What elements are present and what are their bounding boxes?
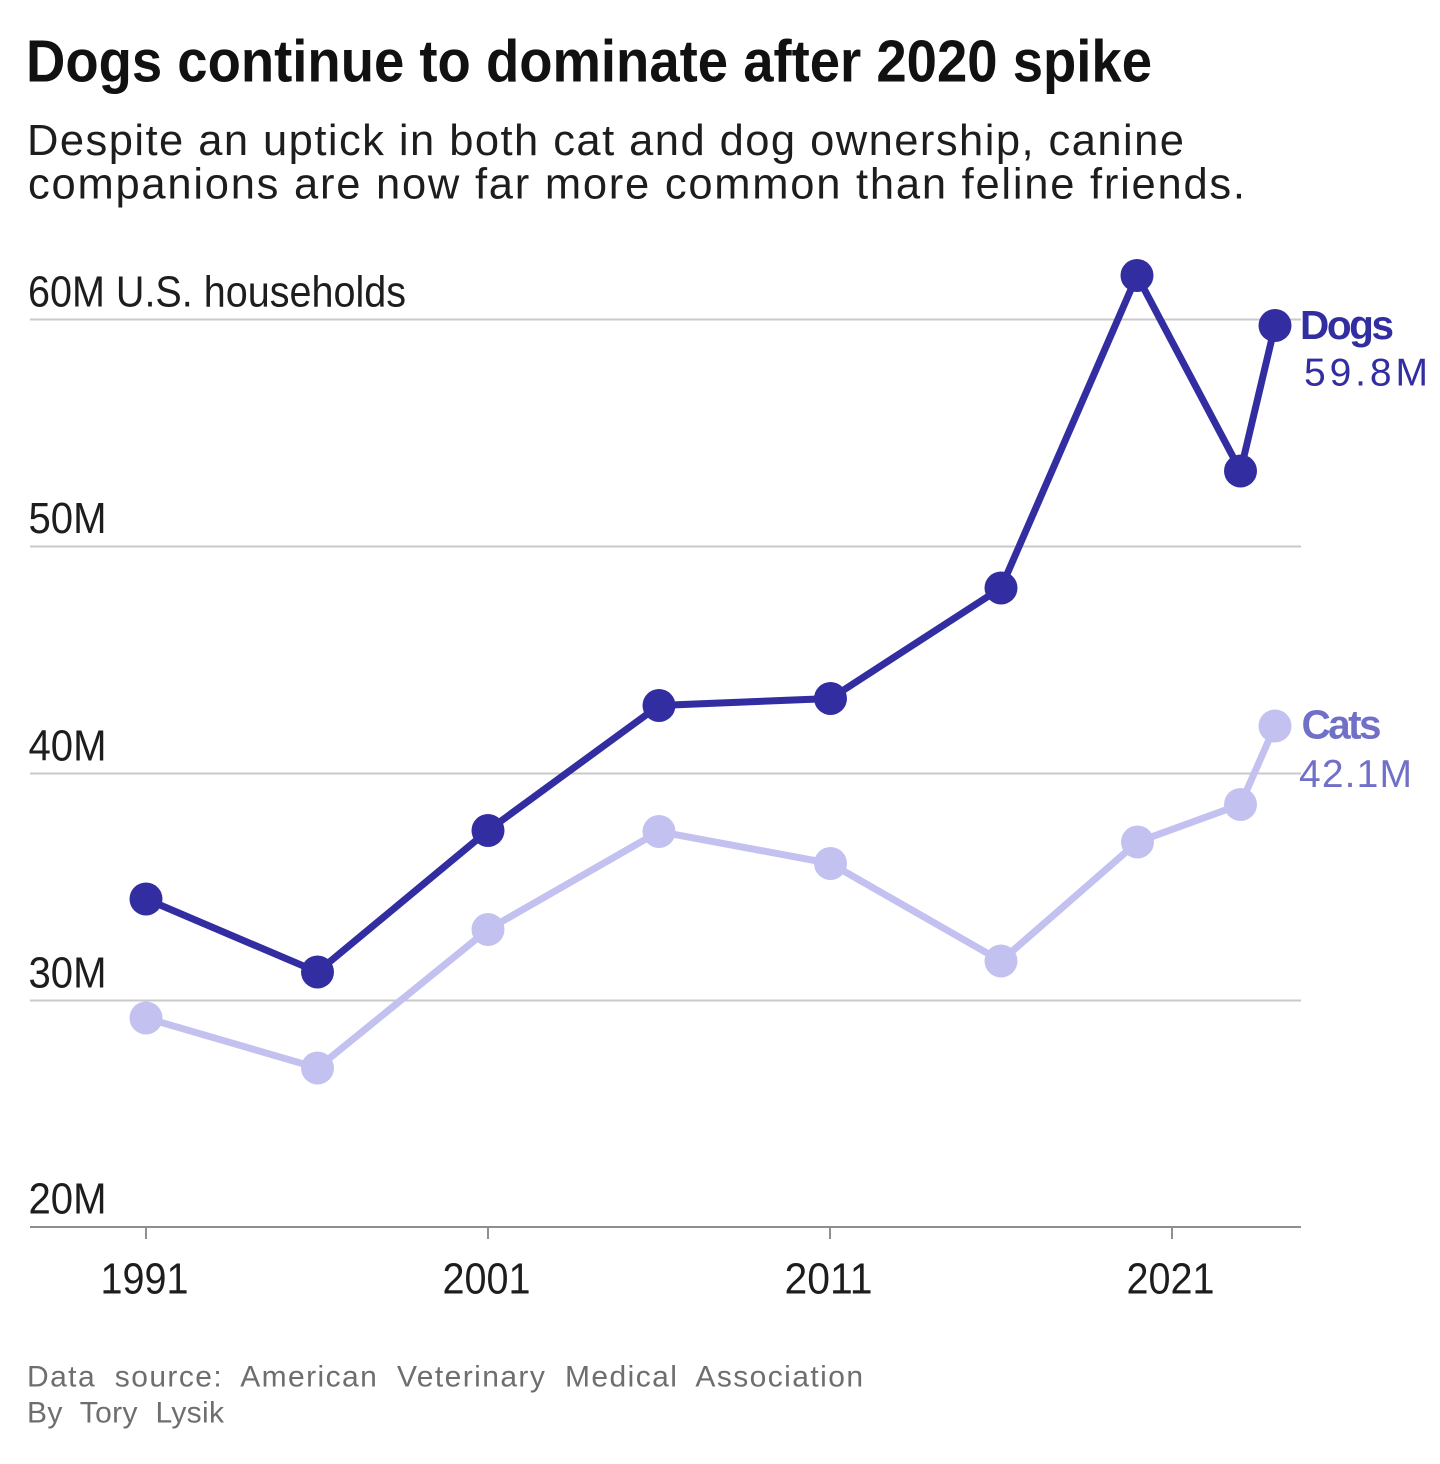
svg-text:59.8M: 59.8M — [1304, 352, 1428, 395]
svg-text:Dogs continue to dominate afte: Dogs continue to dominate after 2020 spi… — [26, 29, 1152, 95]
svg-text:1991: 1991 — [101, 1256, 189, 1304]
svg-text:Data source: American Veterina: Data source: American Veterinary Medical… — [27, 1361, 863, 1394]
svg-text:30M: 30M — [29, 950, 107, 998]
svg-text:companions are now far more co: companions are now far more common than … — [28, 161, 1245, 209]
svg-text:Despite an uptick in both cat: Despite an uptick in both cat and dog ow… — [27, 117, 1184, 165]
svg-text:2001: 2001 — [443, 1256, 531, 1304]
svg-text:Cats: Cats — [1302, 702, 1382, 748]
svg-text:40M: 40M — [29, 723, 107, 771]
svg-text:50M: 50M — [29, 495, 107, 543]
svg-text:42.1M: 42.1M — [1299, 753, 1412, 796]
svg-text:Dogs: Dogs — [1300, 302, 1394, 348]
svg-text:20M: 20M — [29, 1176, 107, 1224]
svg-text:2021: 2021 — [1127, 1256, 1215, 1304]
svg-text:2011: 2011 — [785, 1256, 873, 1304]
svg-text:By Tory Lysik: By Tory Lysik — [27, 1397, 225, 1430]
svg-text:60M U.S. households: 60M U.S. households — [28, 269, 406, 317]
